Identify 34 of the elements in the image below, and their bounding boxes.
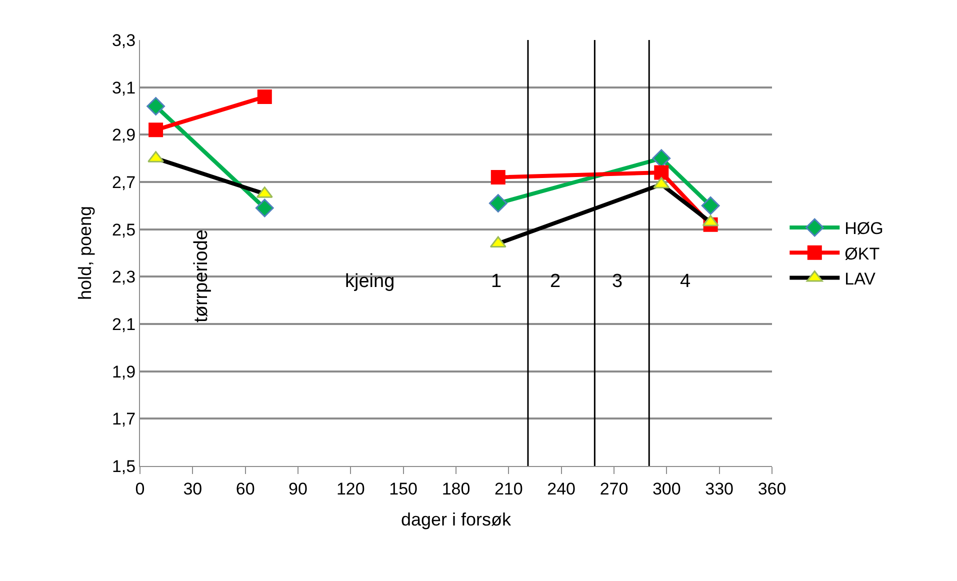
x-tick-label: 60 xyxy=(236,479,255,498)
x-tick-label: 330 xyxy=(705,479,734,498)
y-tick-label: 2,5 xyxy=(112,220,136,240)
x-tick-label: 30 xyxy=(183,479,202,498)
x-axis-title: dager i forsøk xyxy=(400,510,512,530)
x-tick-label: 90 xyxy=(288,479,308,498)
x-tick-label: 120 xyxy=(336,479,365,498)
annotation: 2 xyxy=(550,271,561,292)
annotation: 4 xyxy=(680,271,691,292)
legend-label: LAV xyxy=(844,269,876,288)
y-tick-label: 2,1 xyxy=(112,314,136,334)
x-tick-label: 270 xyxy=(600,479,628,498)
y-tick-label: 1,9 xyxy=(112,362,136,382)
y-tick-label: 1,7 xyxy=(112,410,136,429)
y-tick-label: 2,9 xyxy=(112,126,136,145)
legend-label: HØG xyxy=(844,219,884,238)
y-axis-title: hold, poeng xyxy=(75,206,96,300)
legend-label: ØKT xyxy=(844,244,880,264)
x-tick-label: 240 xyxy=(547,479,576,498)
annotation: 3 xyxy=(612,271,623,292)
x-tick-label: 210 xyxy=(494,479,523,498)
y-tick-label: 1,5 xyxy=(112,456,136,476)
annotation: 1 xyxy=(491,271,502,292)
x-tick-label: 180 xyxy=(442,479,470,498)
y-tick-label: 3,1 xyxy=(112,78,136,98)
y-tick-label: 2,3 xyxy=(112,268,136,287)
annotation: kjeing xyxy=(345,271,395,292)
y-tick-label: 2,7 xyxy=(112,172,136,192)
annotation: tørrperiode xyxy=(191,230,212,322)
y-tick-label: 3,3 xyxy=(112,30,136,50)
x-tick-label: 150 xyxy=(389,479,418,498)
x-tick-label: 0 xyxy=(135,479,145,498)
x-tick-label: 360 xyxy=(758,479,786,498)
x-tick-label: 300 xyxy=(652,479,681,498)
